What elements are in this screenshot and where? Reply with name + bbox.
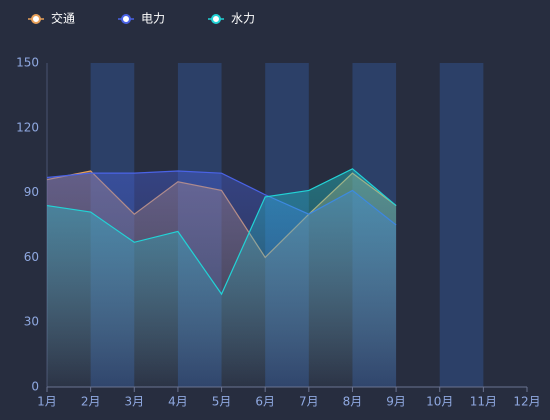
x-tick-label: 2月 xyxy=(81,395,101,409)
x-tick-label: 7月 xyxy=(299,395,319,409)
x-tick-label: 5月 xyxy=(212,395,232,409)
x-tick-label: 12月 xyxy=(513,395,540,409)
x-tick-label: 1月 xyxy=(37,395,57,409)
legend-label: 交通 xyxy=(51,11,75,26)
x-tick-label: 6月 xyxy=(255,395,275,409)
x-tick-label: 8月 xyxy=(343,395,363,409)
split-area xyxy=(439,63,484,387)
x-tick-label: 3月 xyxy=(124,395,144,409)
legend-dot xyxy=(31,14,41,24)
x-tick-label: 10月 xyxy=(426,395,453,409)
y-tick-label: 120 xyxy=(16,120,39,134)
legend-dot xyxy=(121,14,131,24)
area xyxy=(47,168,397,387)
x-tick-label: 4月 xyxy=(168,395,188,409)
y-tick-label: 30 xyxy=(24,315,39,329)
series-line xyxy=(46,168,397,296)
y-tick-label: 150 xyxy=(16,56,39,70)
y-tick-label: 0 xyxy=(31,380,39,394)
x-tick-label: 11月 xyxy=(470,395,497,409)
y-tick-label: 90 xyxy=(24,185,39,199)
y-tick-label: 60 xyxy=(24,250,39,264)
legend-label: 水力 xyxy=(231,12,255,26)
x-tick-label: 9月 xyxy=(386,395,406,409)
legend-label: 电力 xyxy=(141,12,165,26)
legend-dot xyxy=(211,14,221,24)
